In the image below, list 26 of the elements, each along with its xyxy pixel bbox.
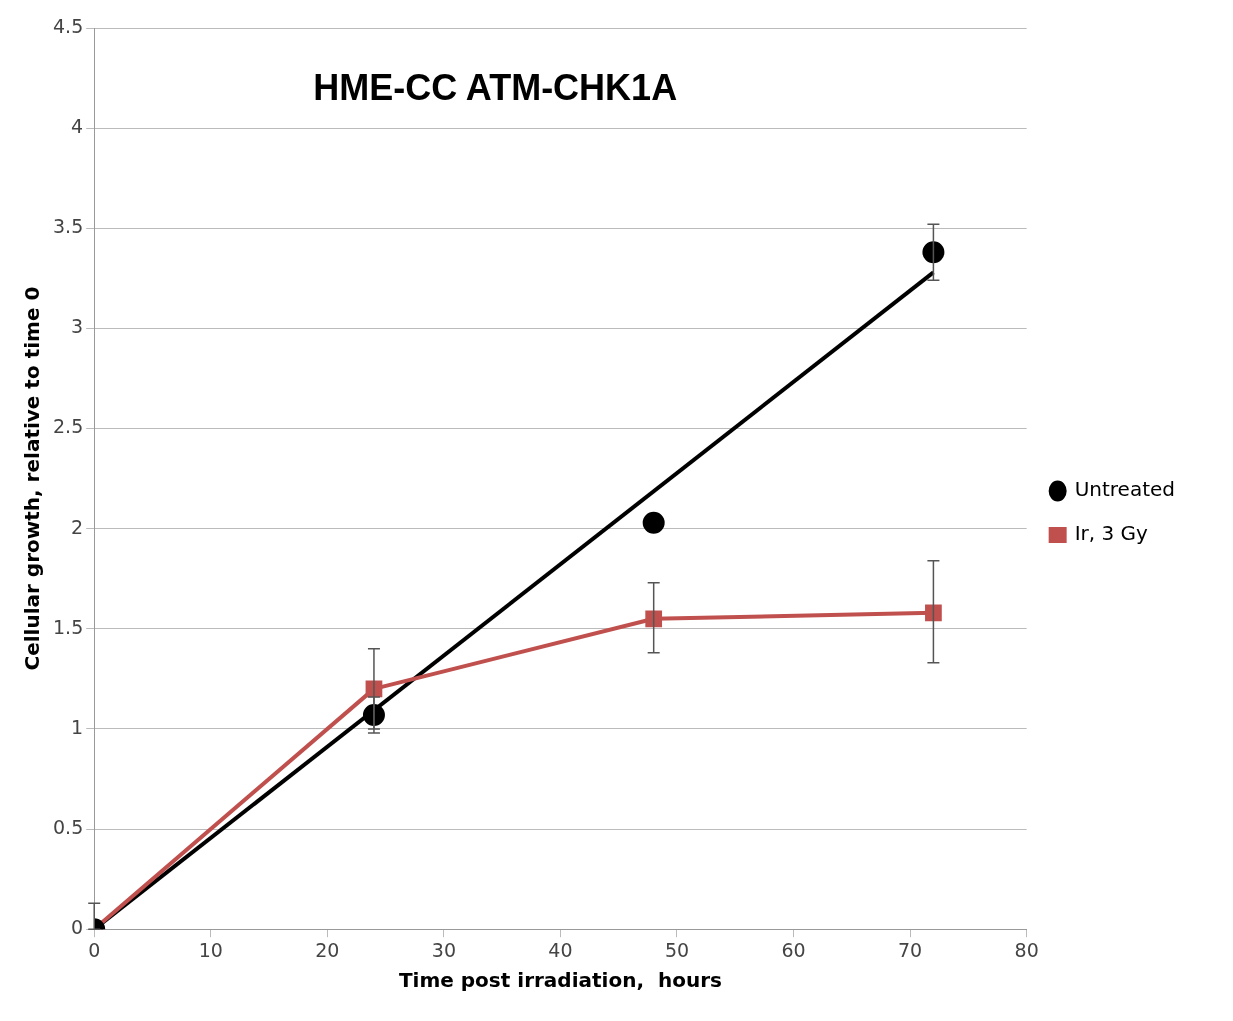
x-tick-label: 10 [198,938,223,961]
y-tick-label: 2 [71,515,84,538]
x-tick-label: 40 [548,938,573,961]
y-tick-label: 0.5 [53,816,84,838]
text: HME-CC ATM-CHK1A [313,66,678,108]
y-axis-title: Cellular growth, relative to time 0 [20,286,45,671]
x-tick-label: 70 [898,938,923,961]
y-tick-label: 3.5 [53,215,84,238]
x-tick-label: 50 [664,938,690,961]
x-tick-label: 60 [781,938,806,961]
y-tick-label: 1.5 [53,615,84,638]
x-axis-title: Time post irradiation, hours [398,968,722,993]
x-tick-label: 80 [1014,938,1039,961]
x-tick-label: 30 [431,938,456,961]
y-tick-label: 1 [71,715,84,738]
y-tick-label: 3 [71,315,84,338]
point [642,511,665,534]
legend-label: Ir, 3 Gy [1074,521,1149,546]
point [922,241,945,264]
y-tick-label: 4.5 [53,14,84,37]
y-tick-label: 4 [71,115,84,138]
x-tick-label: 20 [315,938,340,961]
legend-label: Untreated [1074,477,1175,502]
y-tick-label: 2.5 [53,415,84,438]
x-tick-label: 0 [88,938,101,961]
y-tick-label: 0 [71,916,84,939]
